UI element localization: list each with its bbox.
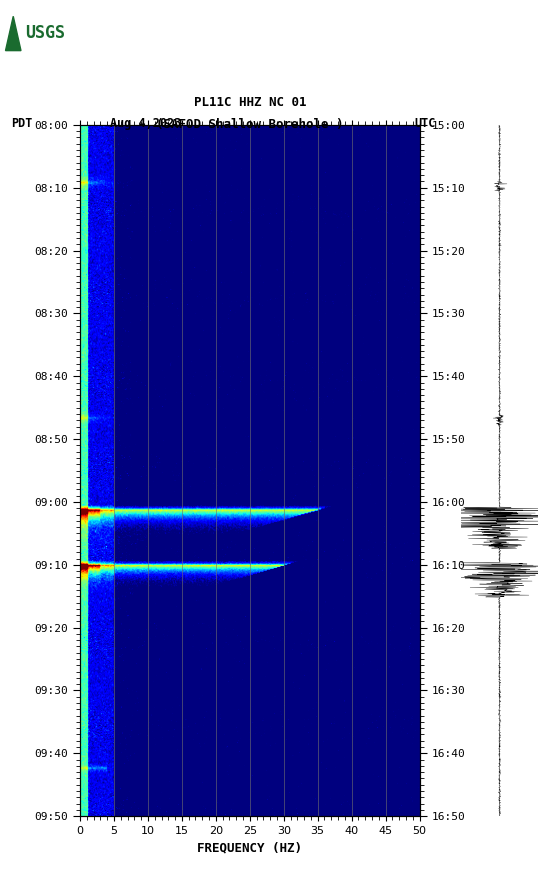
- X-axis label: FREQUENCY (HZ): FREQUENCY (HZ): [197, 841, 302, 855]
- Text: USGS: USGS: [25, 24, 65, 43]
- Text: (SAFOD Shallow Borehole ): (SAFOD Shallow Borehole ): [156, 118, 343, 131]
- Text: Aug 4,2023: Aug 4,2023: [110, 117, 182, 129]
- Text: UTC: UTC: [415, 117, 436, 129]
- Text: PL11C HHZ NC 01: PL11C HHZ NC 01: [194, 95, 306, 109]
- Polygon shape: [6, 16, 21, 51]
- Text: PDT: PDT: [11, 117, 33, 129]
